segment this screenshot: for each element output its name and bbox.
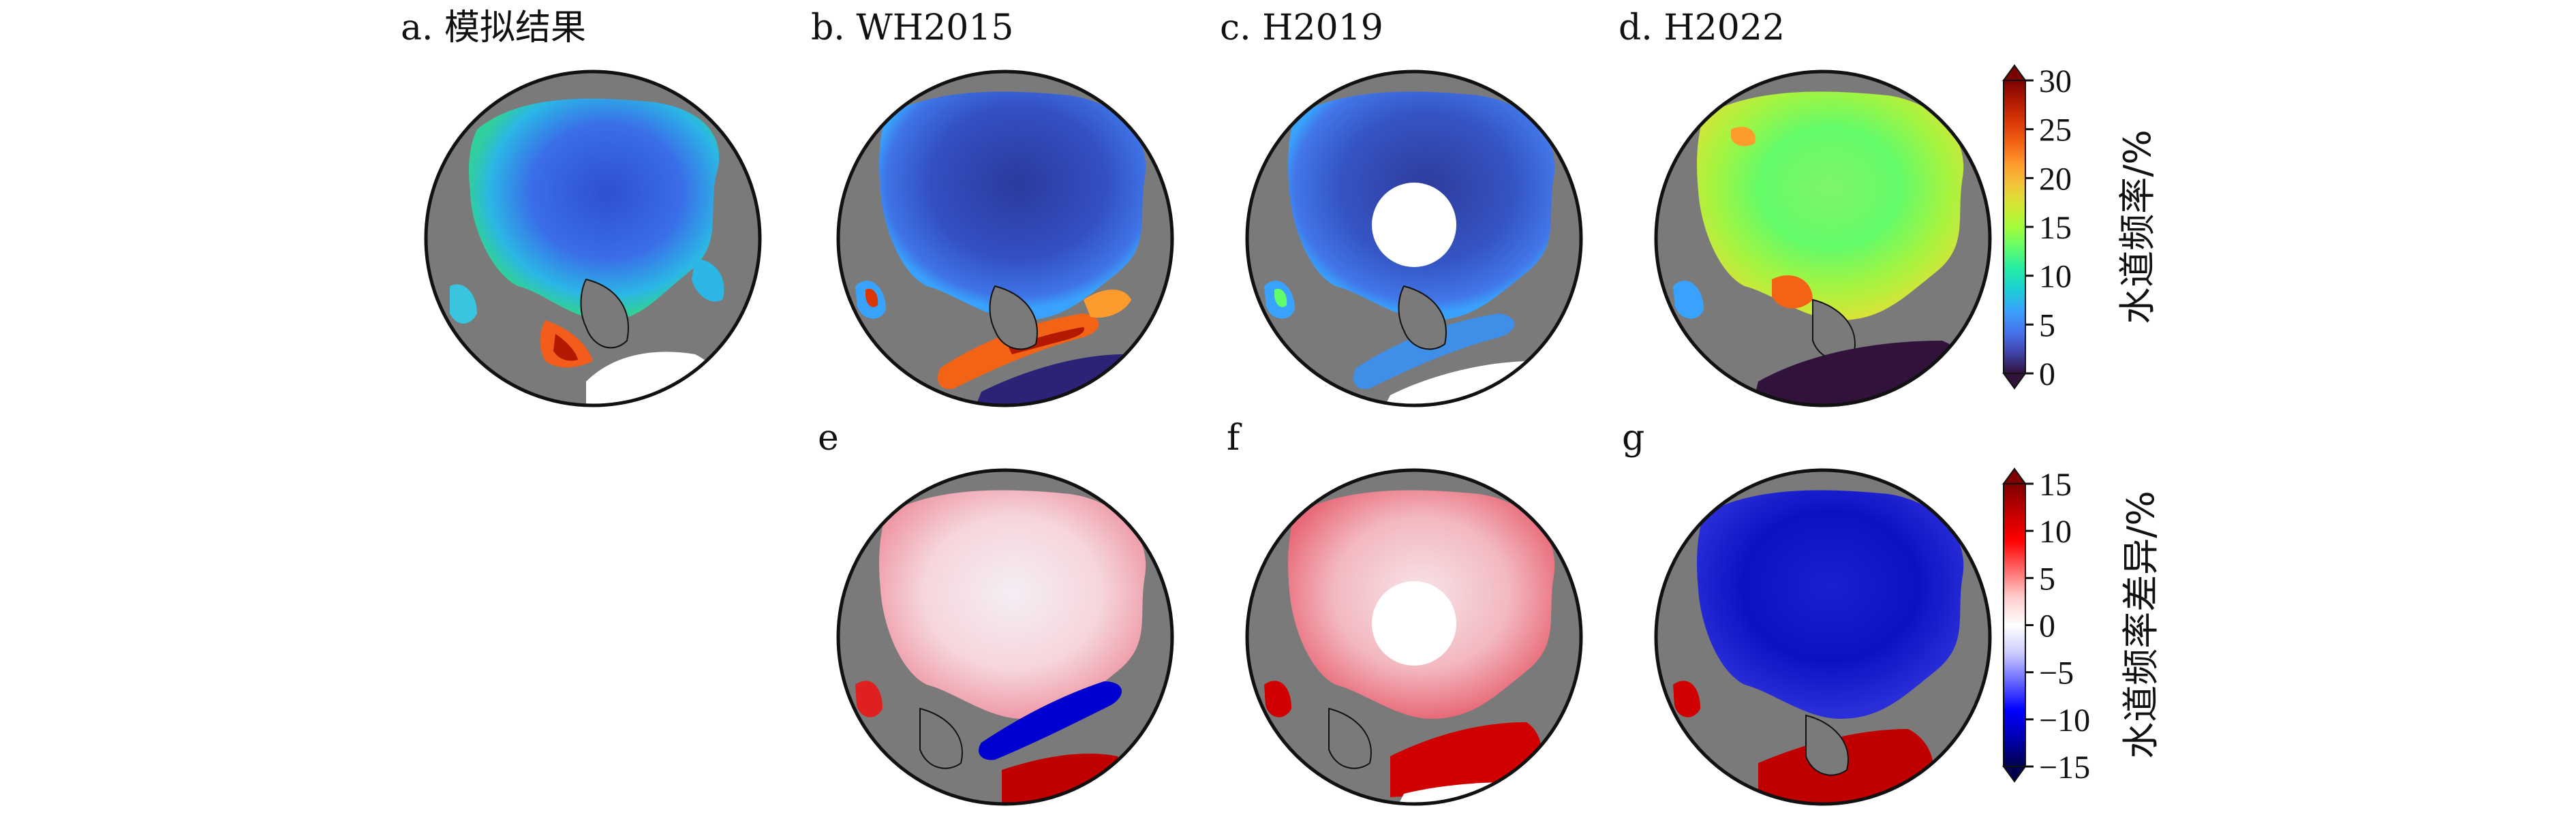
atlantic-highfreq-core: [553, 334, 578, 361]
colorbar-top-tick-label: 15: [2039, 210, 2072, 246]
hot-spot-2: [1731, 127, 1755, 146]
colorbar-bottom-extend-min: [2002, 766, 2027, 783]
atlantic-band: [1353, 313, 1515, 389]
colorbar-top-tick-label: 5: [2039, 307, 2055, 343]
negative-band: [979, 681, 1122, 760]
colorbar-top-tick-label: 30: [2039, 63, 2072, 99]
baffin-positive: [1673, 681, 1700, 717]
baffin-ice: [450, 284, 477, 324]
diff-field: [1697, 490, 1964, 719]
sea-ice-field: [879, 91, 1146, 320]
colorbar-top-tick-label: 25: [2039, 112, 2072, 149]
map-border-e: [836, 468, 1174, 806]
panel-label-e: e: [818, 418, 839, 459]
colorbar-top-bar: [2003, 80, 2026, 374]
colorbar-bottom-tick-label: −5: [2039, 655, 2074, 692]
colorbar-top-extend-min: [2002, 373, 2027, 390]
panel-label-c: c. H2019: [1220, 7, 1383, 48]
panel-label-a: a. 模拟结果: [401, 7, 586, 48]
pole-hole: [1372, 183, 1456, 267]
hot-spot-1: [1772, 275, 1813, 309]
colorbar-bottom: −15 −10 −5 0 5 10 15 水道频率差异/%: [2002, 467, 2162, 786]
map-border-c: [1245, 69, 1583, 407]
map-border-g: [1654, 468, 1992, 806]
panel-label-d: d. H2022: [1619, 7, 1785, 48]
greenland-land: [919, 707, 963, 769]
greenland-land: [1328, 707, 1372, 769]
baffin-positive: [855, 681, 883, 717]
colorbar-top: 0 5 10 15 20 25 30 水道频率/%: [2002, 63, 2159, 392]
pole-hole: [1372, 581, 1456, 666]
baffin-positive: [1264, 681, 1291, 717]
map-border-d: [1654, 69, 1992, 407]
map-panel-f: [1247, 470, 1581, 804]
kara-ice: [692, 259, 724, 302]
map-border-a: [424, 69, 762, 407]
colorbar-bottom-tick-label: 5: [2039, 561, 2055, 597]
colorbar-top-extend-max: [2002, 64, 2027, 81]
panel-label-f: f: [1227, 418, 1242, 459]
greenland-land: [1398, 285, 1447, 350]
colorbar-bottom-bar: [2003, 483, 2026, 767]
panel-label-g: g: [1622, 418, 1644, 459]
sea-ice-field: [1697, 91, 1964, 320]
map-border-f: [1245, 468, 1583, 806]
colorbar-bottom-tick-label: −15: [2039, 749, 2090, 786]
colorbar-top-title: 水道频率/%: [2116, 129, 2159, 324]
sea-ice-field: [469, 98, 720, 320]
greenland-land: [1805, 714, 1849, 776]
map-panel-e: [838, 470, 1172, 804]
colorbar-bottom-tick-label: 10: [2039, 514, 2072, 550]
colorbar-top-tick-label: 20: [2039, 161, 2072, 197]
barents-band: [1084, 290, 1131, 318]
colorbar-top-tick-label: 10: [2039, 259, 2072, 295]
panel-label-b: b. WH2015: [811, 7, 1013, 48]
greenland-land: [580, 278, 629, 349]
diff-field: [879, 490, 1146, 719]
colorbar-bottom-extend-max: [2002, 467, 2027, 484]
colorbar-bottom-tick-label: 0: [2039, 608, 2055, 645]
colorbar-bottom-tick-label: 15: [2039, 467, 2072, 503]
map-panel-b: [838, 72, 1172, 405]
map-panel-g: [1656, 470, 1990, 804]
colorbar-top-tick-label: 0: [2039, 356, 2055, 392]
baffin-warm: [1274, 288, 1287, 307]
map-border-b: [836, 69, 1174, 407]
colorbar-bottom-tick-label: −10: [2039, 702, 2090, 739]
map-panel-a: [426, 72, 760, 405]
colorbar-bottom-title: 水道频率差异/%: [2119, 491, 2162, 759]
baffin-ice: [1673, 281, 1704, 319]
baffin-hot: [865, 288, 878, 307]
greenland-land: [989, 285, 1038, 350]
map-panel-c: [1247, 72, 1581, 405]
